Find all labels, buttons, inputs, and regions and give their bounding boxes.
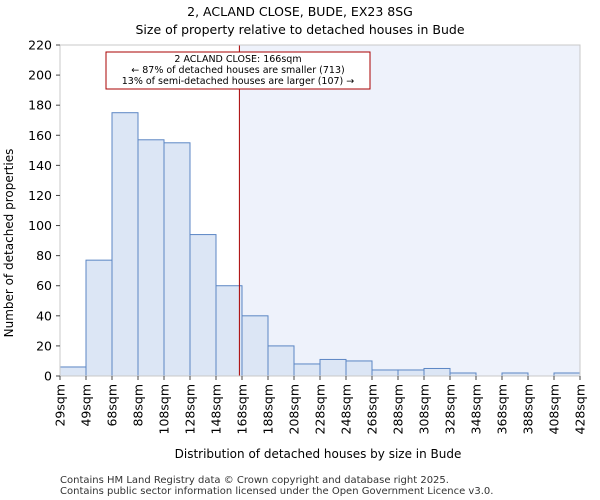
bar-268sqm: [371, 369, 399, 377]
y-tick-label: 40: [36, 308, 52, 323]
y-tick-label: 120: [28, 188, 52, 203]
bar-49sqm: [85, 259, 113, 377]
y-tick-label: 220: [28, 38, 52, 53]
y-tick-label: 80: [36, 248, 52, 263]
bar-188sqm: [267, 345, 295, 377]
annotation-frame: [105, 51, 371, 90]
x-tick-label: 288sqm: [391, 384, 406, 434]
bar-208sqm: [293, 363, 321, 377]
bar-308sqm: [423, 367, 451, 377]
x-tick-label: 368sqm: [495, 384, 510, 434]
y-tick-label: 100: [28, 218, 52, 233]
x-tick-label: 49sqm: [79, 384, 94, 427]
x-tick-label: 68sqm: [105, 384, 120, 427]
x-tick-label: 228sqm: [313, 384, 328, 434]
annotation-line-3: 13% of semi-detached houses are larger (…: [122, 76, 355, 87]
y-tick-label: 140: [28, 158, 52, 173]
bar-29sqm: [59, 366, 87, 377]
x-tick-label: 148sqm: [209, 384, 224, 434]
bars-group: [59, 112, 581, 377]
bar-148sqm: [215, 285, 243, 377]
chart-subtitle: Size of property relative to detached ho…: [135, 22, 464, 37]
footer-line-1: Contains HM Land Registry data © Crown c…: [60, 475, 449, 486]
annotation-line-2: ← 87% of detached houses are smaller (71…: [131, 65, 344, 76]
y-tick-label: 0: [44, 369, 52, 384]
y-tick-label: 20: [36, 338, 52, 353]
larger-properties-shade: [239, 45, 580, 376]
x-tick-label: 188sqm: [261, 384, 276, 434]
bar-108sqm: [163, 142, 191, 377]
bar-88sqm: [137, 139, 165, 377]
x-tick-label: 108sqm: [157, 384, 172, 434]
y-tick-label: 200: [28, 68, 52, 83]
x-tick-label: 268sqm: [365, 384, 380, 434]
bar-128sqm: [189, 234, 217, 377]
y-tick-label: 60: [36, 278, 52, 293]
bar-288sqm: [397, 369, 425, 377]
x-tick-label: 348sqm: [469, 384, 484, 434]
bar-68sqm: [111, 112, 139, 377]
x-axis-label: Distribution of detached houses by size …: [175, 447, 462, 461]
x-tick-label: 388sqm: [521, 384, 536, 434]
bar-168sqm: [241, 315, 269, 377]
footer-line-2: Contains public sector information licen…: [60, 486, 493, 497]
x-tick-label: 308sqm: [417, 384, 432, 434]
x-tick-label: 408sqm: [547, 384, 562, 434]
x-tick-label: 248sqm: [339, 384, 354, 434]
x-tick-label: 29sqm: [53, 384, 68, 427]
y-axis-label: Number of detached properties: [2, 149, 16, 338]
y-tick-label: 160: [28, 128, 52, 143]
y-tick-label: 180: [28, 98, 52, 113]
x-tick-label: 328sqm: [443, 384, 458, 434]
bar-248sqm: [345, 360, 373, 377]
x-tick-label: 168sqm: [235, 384, 250, 434]
y-axis: 0 20 40 60 80 100 120 140 160 180 200 220: [28, 38, 60, 384]
annotation-box: 2 ACLAND CLOSE: 166sqm ← 87% of detached…: [105, 51, 371, 90]
bar-228sqm: [319, 358, 347, 377]
x-tick-label: 428sqm: [573, 384, 588, 434]
x-axis: 29sqm 49sqm 68sqm 88sqm 108sqm 128sqm 148sqm 16…: [53, 376, 588, 434]
annotation-line-1: 2 ACLAND CLOSE: 166sqm: [174, 54, 301, 65]
x-tick-label: 128sqm: [183, 384, 198, 434]
x-tick-label: 208sqm: [287, 384, 302, 434]
chart-title: 2, ACLAND CLOSE, BUDE, EX23 8SG: [187, 4, 413, 19]
x-tick-label: 88sqm: [131, 384, 146, 427]
